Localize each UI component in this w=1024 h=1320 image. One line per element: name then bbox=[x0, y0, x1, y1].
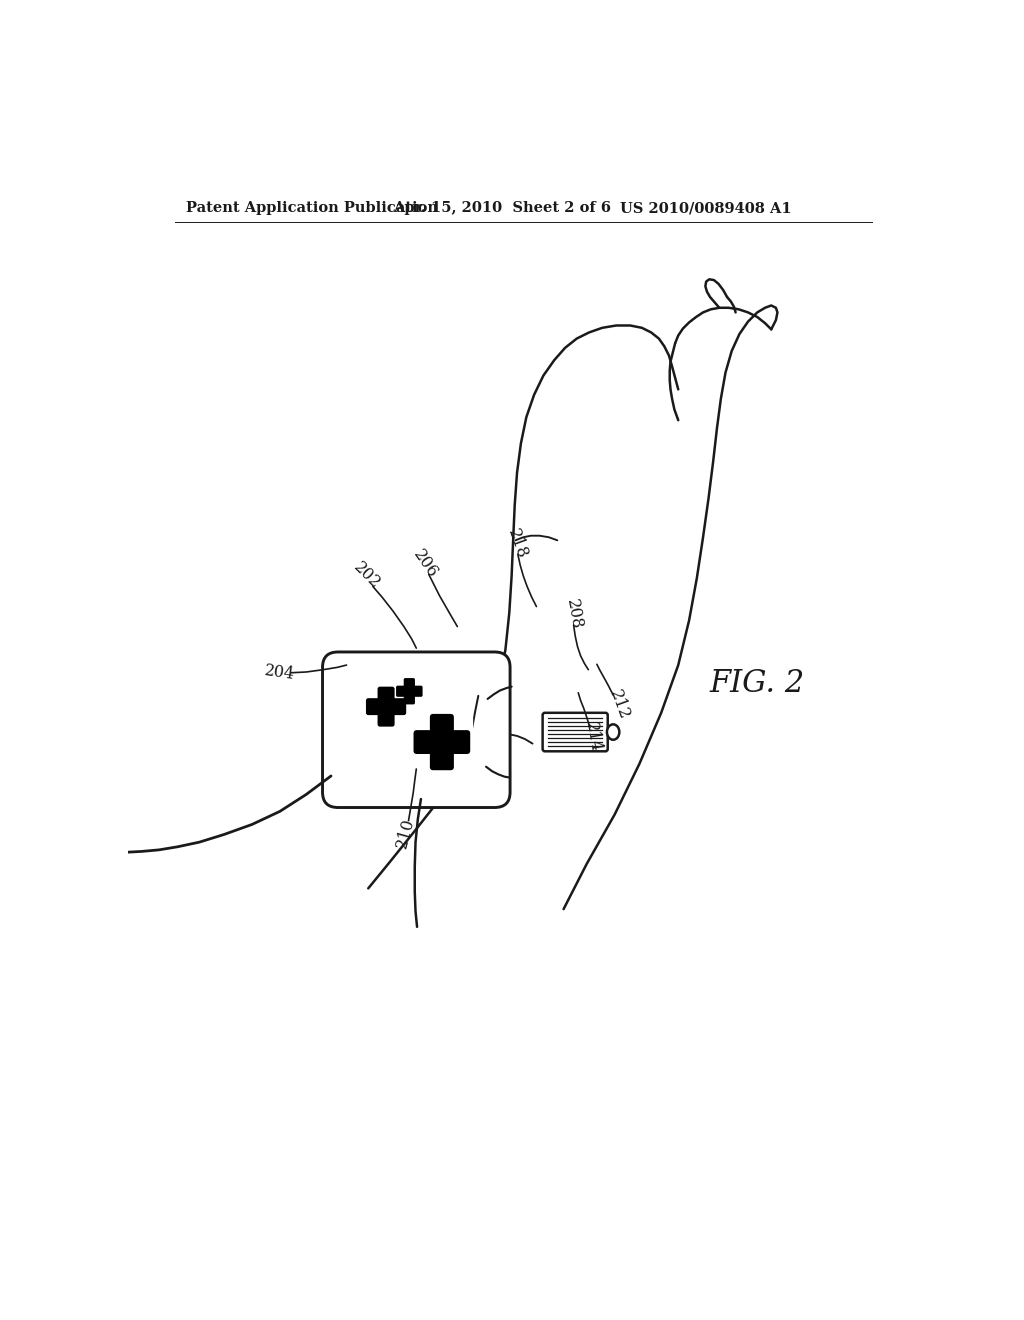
Text: US 2010/0089408 A1: US 2010/0089408 A1 bbox=[621, 202, 792, 215]
Text: Apr. 15, 2010  Sheet 2 of 6: Apr. 15, 2010 Sheet 2 of 6 bbox=[393, 202, 611, 215]
Text: 210: 210 bbox=[393, 816, 418, 850]
Text: 206: 206 bbox=[410, 546, 441, 581]
FancyBboxPatch shape bbox=[430, 714, 454, 771]
FancyBboxPatch shape bbox=[403, 678, 415, 705]
FancyBboxPatch shape bbox=[378, 686, 394, 726]
FancyBboxPatch shape bbox=[396, 685, 423, 697]
FancyBboxPatch shape bbox=[414, 730, 470, 754]
Text: FIG. 2: FIG. 2 bbox=[710, 668, 805, 700]
Text: 208: 208 bbox=[562, 598, 585, 631]
FancyBboxPatch shape bbox=[366, 698, 407, 715]
FancyBboxPatch shape bbox=[543, 713, 607, 751]
Text: 218: 218 bbox=[504, 527, 530, 561]
FancyBboxPatch shape bbox=[411, 711, 473, 774]
Text: 202: 202 bbox=[350, 558, 383, 593]
FancyBboxPatch shape bbox=[323, 652, 510, 808]
Text: 214: 214 bbox=[582, 721, 604, 754]
Text: 204: 204 bbox=[263, 663, 296, 684]
FancyBboxPatch shape bbox=[394, 677, 424, 706]
Text: 212: 212 bbox=[606, 688, 633, 722]
Text: Patent Application Publication: Patent Application Publication bbox=[186, 202, 438, 215]
Ellipse shape bbox=[607, 725, 620, 739]
FancyBboxPatch shape bbox=[364, 685, 409, 729]
